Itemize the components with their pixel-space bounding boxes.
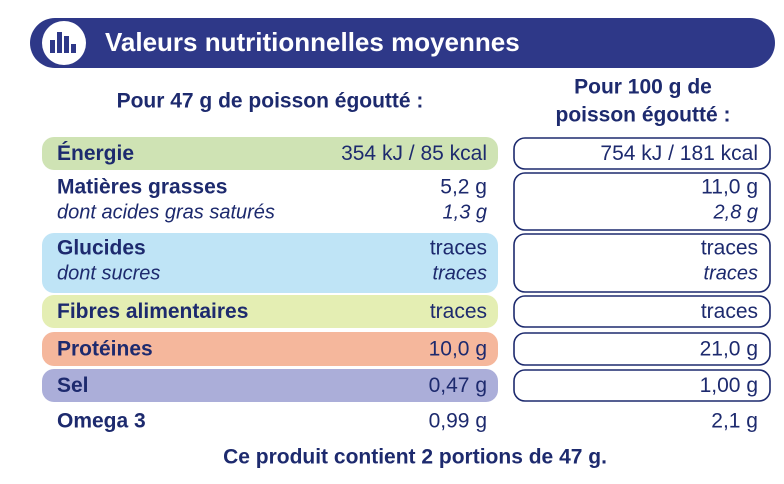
icon-bars [50, 32, 76, 53]
footer-note: Ce produit contient 2 portions de 47 g. [223, 446, 607, 469]
row-background [42, 295, 498, 328]
header-bar [30, 18, 775, 68]
nutrient-name: Omega 3 [57, 410, 146, 433]
sub-per-100g-value: 2,8 g [713, 201, 758, 223]
value-box [513, 369, 771, 402]
value-box [513, 295, 771, 328]
nutrient-name: Protéines [57, 338, 153, 361]
per-100g-value: 21,0 g [700, 338, 758, 361]
column-header: poisson égoutté : [556, 104, 731, 127]
sub-per-portion-value: 1,3 g [443, 201, 487, 223]
per-portion-value: traces [430, 300, 487, 323]
row-background [42, 369, 498, 402]
column-header: Pour 47 g de poisson égoutté : [117, 90, 424, 113]
nutrient-name: Matières grasses [57, 176, 227, 199]
per-portion-value: 0,47 g [429, 374, 487, 397]
nutrient-name: Fibres alimentaires [57, 300, 248, 323]
value-box [513, 137, 771, 170]
value-box [513, 332, 771, 366]
sub-per-100g-value: traces [704, 262, 758, 284]
per-portion-value: 354 kJ / 85 kcal [341, 142, 487, 165]
per-100g-value: 2,1 g [711, 410, 758, 433]
per-portion-value: traces [430, 237, 487, 260]
per-100g-value: 754 kJ / 181 kcal [600, 142, 758, 165]
per-100g-value: 11,0 g [701, 176, 758, 199]
nutrient-name: Glucides [57, 237, 146, 260]
per-100g-value: traces [701, 300, 758, 323]
per-portion-value: 10,0 g [429, 338, 487, 361]
value-box [513, 233, 771, 293]
per-100g-value: 1,00 g [700, 374, 758, 397]
row-background [42, 332, 498, 366]
sub-per-portion-value: traces [433, 262, 487, 284]
per-portion-value: 0,99 g [429, 410, 487, 433]
per-portion-value: 5,2 g [440, 176, 487, 199]
value-box [513, 172, 771, 231]
sub-nutrient-name: dont acides gras saturés [57, 201, 275, 223]
per-100g-value: traces [701, 237, 758, 260]
column-header: Pour 100 g de [574, 76, 712, 99]
sub-nutrient-name: dont sucres [57, 262, 160, 284]
row-background [42, 137, 498, 170]
nutrient-name: Sel [57, 374, 89, 397]
row-background [42, 233, 498, 293]
nutrient-name: Énergie [57, 142, 134, 165]
header-title: Valeurs nutritionnelles moyennes [105, 27, 520, 57]
